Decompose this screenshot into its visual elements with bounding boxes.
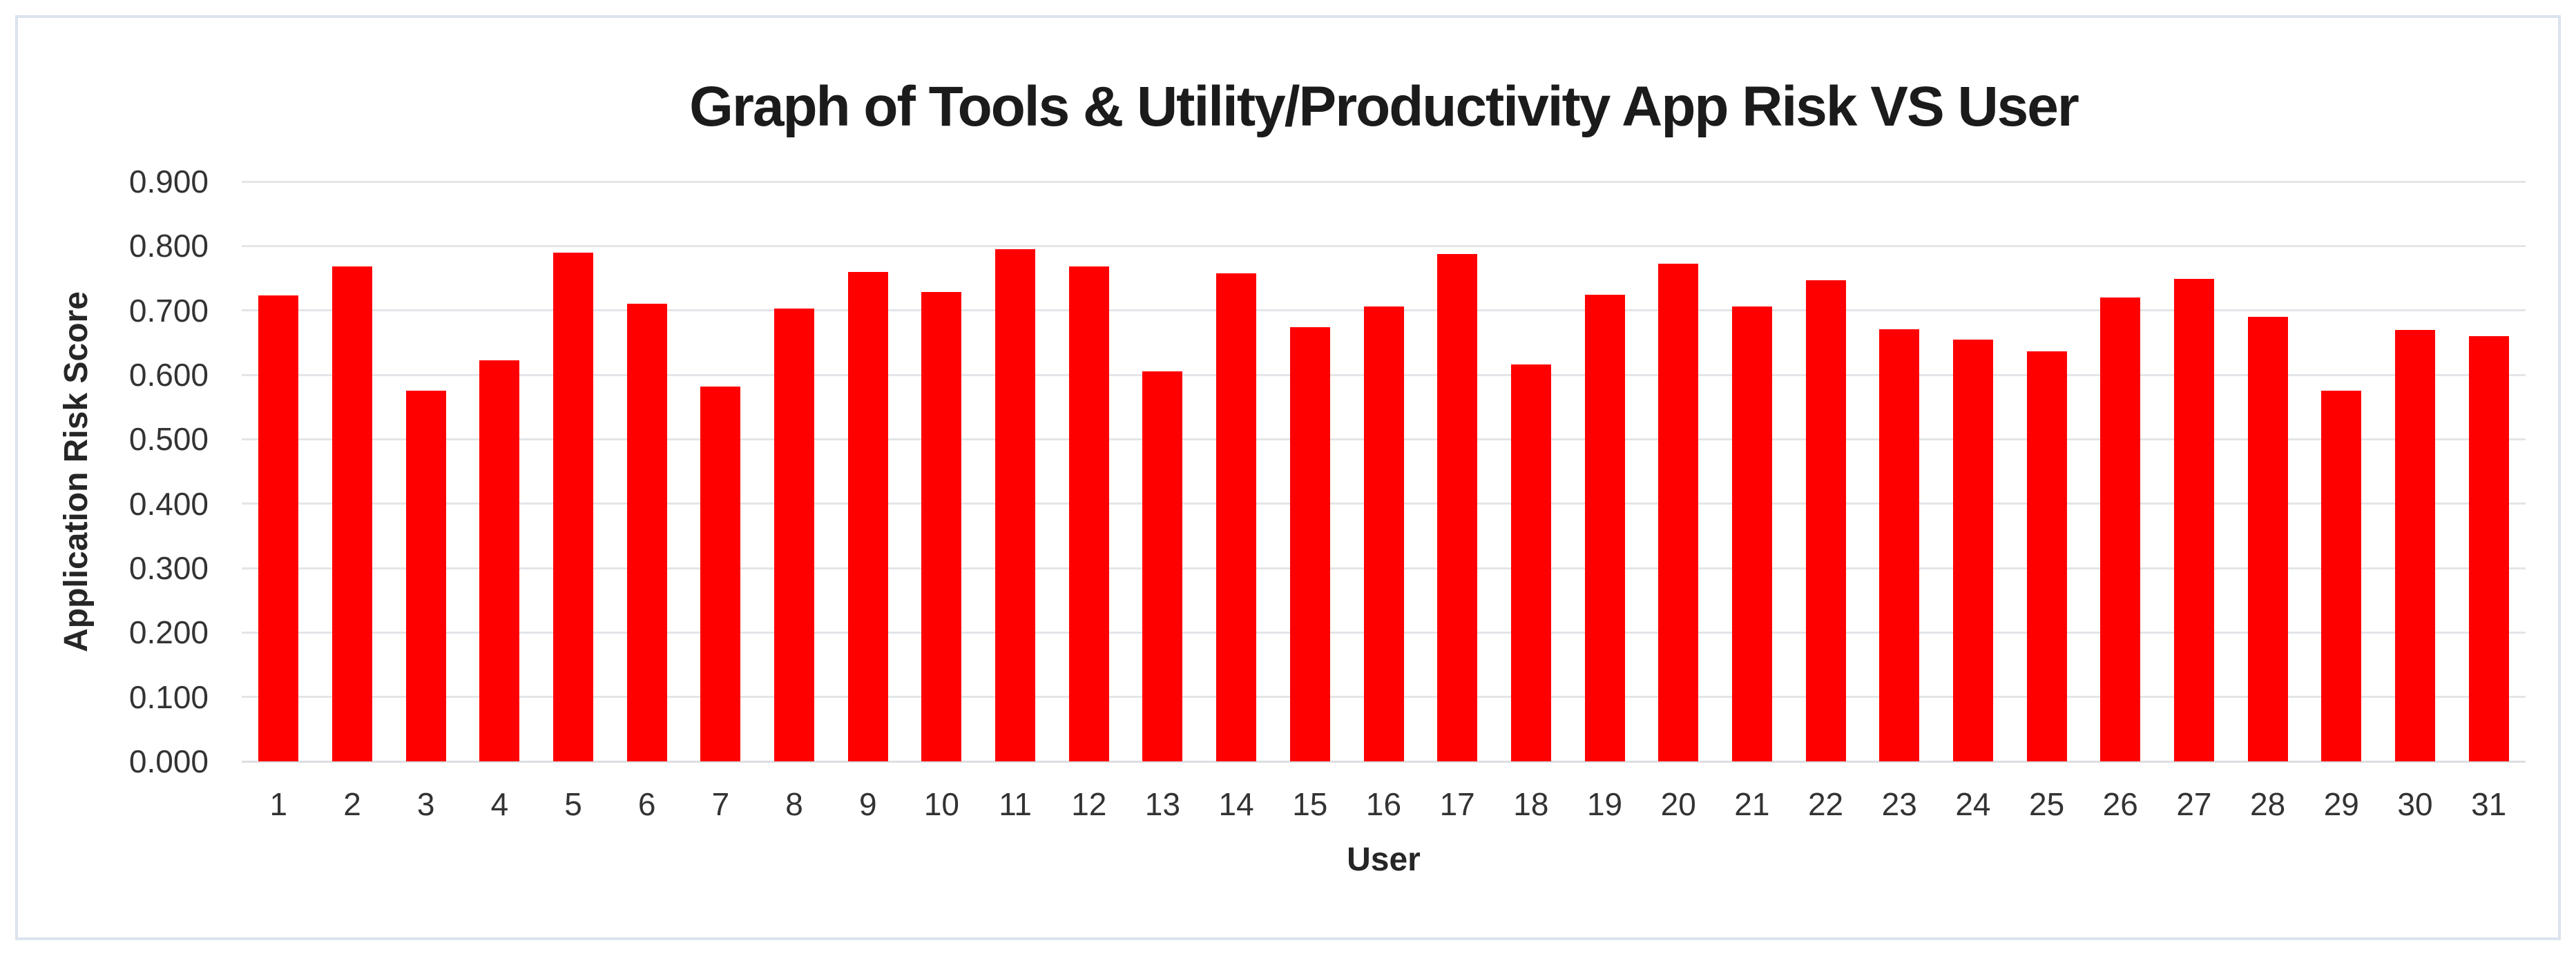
- y-tick-label: 0.700: [128, 292, 209, 329]
- bar-user-11: [995, 249, 1036, 761]
- x-axis-title: User: [1347, 841, 1421, 878]
- bar-user-17: [1437, 254, 1478, 761]
- x-tick-label: 17: [1439, 786, 1475, 822]
- bar-user-15: [1289, 326, 1330, 761]
- bar-user-21: [1731, 306, 1772, 761]
- x-tick-label: 28: [2250, 786, 2286, 822]
- bar-user-23: [1879, 329, 1920, 761]
- x-tick-label: 26: [2102, 786, 2138, 822]
- bar-user-13: [1142, 371, 1183, 761]
- bar-user-29: [2321, 391, 2362, 761]
- bar-user-6: [626, 304, 667, 761]
- bar-user-7: [700, 386, 741, 761]
- x-tick-label: 13: [1144, 786, 1181, 822]
- x-tick-label: 19: [1586, 786, 1623, 822]
- y-tick-label: 0.100: [128, 679, 209, 715]
- x-tick-label: 7: [711, 786, 730, 822]
- x-tick-label: 24: [1955, 786, 1991, 822]
- x-axis-line: [242, 760, 2526, 763]
- y-tick-label: 0.000: [128, 743, 209, 779]
- bar-user-4: [479, 360, 520, 761]
- x-tick-label: 4: [490, 786, 509, 822]
- x-tick-label: 25: [2029, 786, 2065, 822]
- bar-user-10: [921, 291, 962, 761]
- x-tick-label: 10: [923, 786, 959, 822]
- x-tick-label: 1: [269, 786, 288, 822]
- bar-user-27: [2173, 278, 2214, 761]
- bar-user-16: [1363, 306, 1404, 761]
- x-tick-label: 30: [2397, 786, 2433, 822]
- y-tick-label: 0.300: [128, 550, 209, 586]
- x-tick-label: 31: [2471, 786, 2507, 822]
- bar-user-30: [2394, 329, 2435, 761]
- bar-user-26: [2100, 298, 2141, 761]
- x-tick-label: 16: [1365, 786, 1402, 822]
- y-axis-title-box: Application Risk Score: [54, 182, 98, 761]
- x-tick-label: 11: [999, 786, 1032, 822]
- bar-user-22: [1805, 280, 1846, 761]
- x-tick-label: 23: [1881, 786, 1917, 822]
- x-tick-label: 5: [564, 786, 582, 822]
- gridline: [242, 180, 2526, 183]
- y-tick-label: 0.900: [128, 164, 209, 199]
- x-tick-label: 12: [1071, 786, 1107, 822]
- x-tick-label: 2: [343, 786, 361, 822]
- bar-user-9: [847, 271, 888, 761]
- y-tick-label: 0.800: [128, 228, 209, 264]
- bar-user-25: [2026, 351, 2067, 761]
- y-tick-label: 0.400: [128, 485, 209, 522]
- bar-user-2: [332, 266, 373, 761]
- bar-user-19: [1584, 295, 1625, 761]
- bar-user-8: [774, 308, 815, 761]
- bar-user-1: [258, 295, 299, 761]
- x-tick-label: 3: [416, 786, 435, 822]
- x-tick-label: 9: [858, 786, 877, 822]
- bar-user-31: [2468, 336, 2509, 761]
- y-tick-label: 0.600: [128, 357, 209, 393]
- bar-user-12: [1068, 266, 1109, 761]
- bar-user-24: [1952, 339, 1993, 761]
- x-tick-label: 6: [637, 786, 656, 822]
- bar-user-18: [1510, 364, 1551, 761]
- x-tick-label: 22: [1807, 786, 1844, 822]
- y-tick-label: 0.500: [128, 421, 209, 458]
- bar-user-5: [553, 252, 594, 761]
- x-tick-label: 29: [2323, 786, 2359, 822]
- x-tick-label: 8: [785, 786, 803, 822]
- x-tick-label: 15: [1292, 786, 1328, 822]
- gridline: [242, 244, 2526, 247]
- x-tick-label: 21: [1734, 786, 1770, 822]
- x-tick-label: 14: [1218, 786, 1254, 822]
- x-tick-label: 18: [1513, 786, 1549, 822]
- y-axis-title: Application Risk Score: [57, 291, 95, 652]
- x-tick-label: 20: [1660, 786, 1696, 822]
- bar-user-14: [1216, 273, 1257, 761]
- y-tick-label: 0.200: [128, 614, 209, 651]
- bar-user-3: [405, 391, 446, 761]
- chart-title: Graph of Tools & Utility/Productivity Ap…: [689, 75, 2079, 138]
- bar-user-28: [2247, 317, 2288, 761]
- x-tick-label: 27: [2176, 786, 2212, 822]
- bar-user-20: [1658, 263, 1699, 761]
